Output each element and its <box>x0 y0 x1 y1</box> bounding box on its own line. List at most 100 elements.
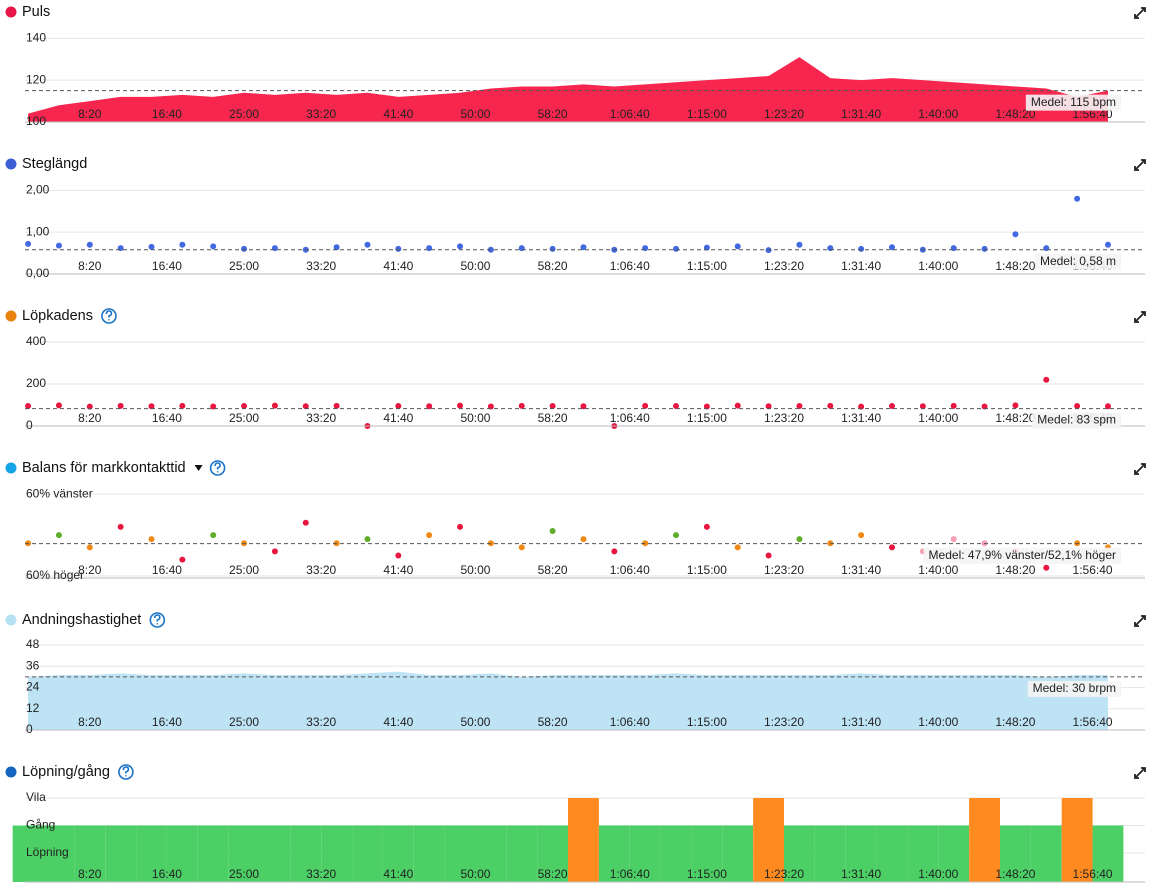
legend-dot <box>5 6 17 18</box>
x-tick-label: 58:20 <box>538 259 568 273</box>
point <box>55 532 62 539</box>
point <box>302 403 309 410</box>
state-bar <box>999 825 1031 882</box>
x-tick-label: 1:40:00 <box>918 715 958 729</box>
point <box>611 548 618 555</box>
x-tick-label: 33:20 <box>306 411 336 425</box>
point <box>765 552 772 559</box>
y-tick-label: 140 <box>26 31 46 45</box>
x-tick-label: 33:20 <box>306 107 336 121</box>
point <box>1043 376 1050 383</box>
point <box>86 241 93 248</box>
x-tick-label: 1:23:20 <box>764 563 804 577</box>
point <box>950 536 957 543</box>
x-tick-label: 33:20 <box>306 563 336 577</box>
point <box>210 243 217 250</box>
x-tick-label: 1:31:40 <box>841 867 881 881</box>
x-tick-label: 1:40:00 <box>918 259 958 273</box>
point <box>25 403 32 410</box>
legend-dot <box>5 310 17 322</box>
area <box>28 57 1108 122</box>
state-bar <box>105 825 137 882</box>
x-tick-label: 1:15:00 <box>687 107 727 121</box>
point <box>518 402 525 409</box>
state-bar <box>259 825 291 882</box>
y-tick-label: 60% höger <box>26 568 84 582</box>
point <box>1043 564 1050 571</box>
x-tick-label: 1:23:20 <box>764 107 804 121</box>
state-bar <box>321 825 353 882</box>
point <box>487 403 494 410</box>
x-tick-label: 1:06:40 <box>610 411 650 425</box>
expand-icon[interactable] <box>1134 7 1146 19</box>
x-tick-label: 25:00 <box>229 563 259 577</box>
state-bar <box>876 825 908 882</box>
point <box>858 532 865 539</box>
x-tick-label: 16:40 <box>152 259 182 273</box>
help-icon[interactable] <box>118 764 134 780</box>
x-tick-label: 1:06:40 <box>610 715 650 729</box>
state-bar <box>1092 825 1124 882</box>
state-bar <box>907 825 939 882</box>
chart-title: Löpkadens <box>22 308 93 324</box>
point <box>796 536 803 543</box>
point <box>457 523 464 530</box>
area <box>28 671 1108 730</box>
mean-label-bg <box>923 547 1121 564</box>
point <box>271 402 278 409</box>
x-tick-label: 41:40 <box>383 867 413 881</box>
point <box>858 245 865 252</box>
state-bar <box>845 825 877 882</box>
x-tick-label: 1:23:20 <box>764 715 804 729</box>
x-tick-label: 50:00 <box>460 259 490 273</box>
y-tick-label: 48 <box>26 637 40 651</box>
x-tick-label: 1:15:00 <box>687 411 727 425</box>
x-tick-label: 41:40 <box>383 563 413 577</box>
x-tick-label: 1:06:40 <box>610 867 650 881</box>
x-tick-label: 1:23:20 <box>764 867 804 881</box>
expand-icon[interactable] <box>1134 767 1146 779</box>
help-mark <box>154 614 161 625</box>
expand-icon[interactable] <box>1134 615 1146 627</box>
expand-icon[interactable] <box>1134 311 1146 323</box>
point <box>580 244 587 251</box>
state-bar <box>537 825 569 882</box>
point <box>55 242 62 249</box>
state-bar <box>660 825 692 882</box>
point <box>364 536 371 543</box>
expand-icon[interactable] <box>1134 463 1146 475</box>
mean-label: Medel: 30 brpm <box>1033 681 1116 695</box>
point <box>148 243 155 250</box>
state-bar <box>938 825 970 882</box>
x-tick-label: 1:31:40 <box>841 411 881 425</box>
state-bar <box>629 825 661 882</box>
point <box>1104 241 1111 248</box>
y-tick-label: 120 <box>26 72 46 86</box>
point <box>86 544 93 551</box>
y-tick-label: 2,00 <box>26 183 50 197</box>
dropdown-arrow[interactable] <box>194 465 203 471</box>
x-tick-label: 1:48:20 <box>995 107 1035 121</box>
point <box>950 402 957 409</box>
chart-title: Steglängd <box>22 156 87 172</box>
y-tick-label: Gång <box>26 818 55 832</box>
state-bar <box>74 825 106 882</box>
x-tick-label: 50:00 <box>460 715 490 729</box>
point <box>981 245 988 252</box>
mean-label-bg <box>1027 680 1121 697</box>
mean-label: Medel: 47,9% vänster/52,1% höger <box>929 548 1116 562</box>
point <box>1012 231 1019 238</box>
x-tick-label: 33:20 <box>306 259 336 273</box>
help-icon[interactable] <box>209 460 226 476</box>
state-bar <box>969 798 1000 882</box>
help-icon[interactable] <box>149 612 166 628</box>
x-tick-label: 8:20 <box>78 259 102 273</box>
expand-icon[interactable] <box>1134 159 1146 171</box>
mean-label: Medel: 115 bpm <box>1031 95 1116 109</box>
x-tick-label: 1:15:00 <box>687 259 727 273</box>
point <box>981 403 988 410</box>
x-tick-label: 58:20 <box>538 107 568 121</box>
help-icon[interactable] <box>101 308 117 324</box>
point <box>888 544 895 551</box>
y-tick-label: 36 <box>26 658 40 672</box>
